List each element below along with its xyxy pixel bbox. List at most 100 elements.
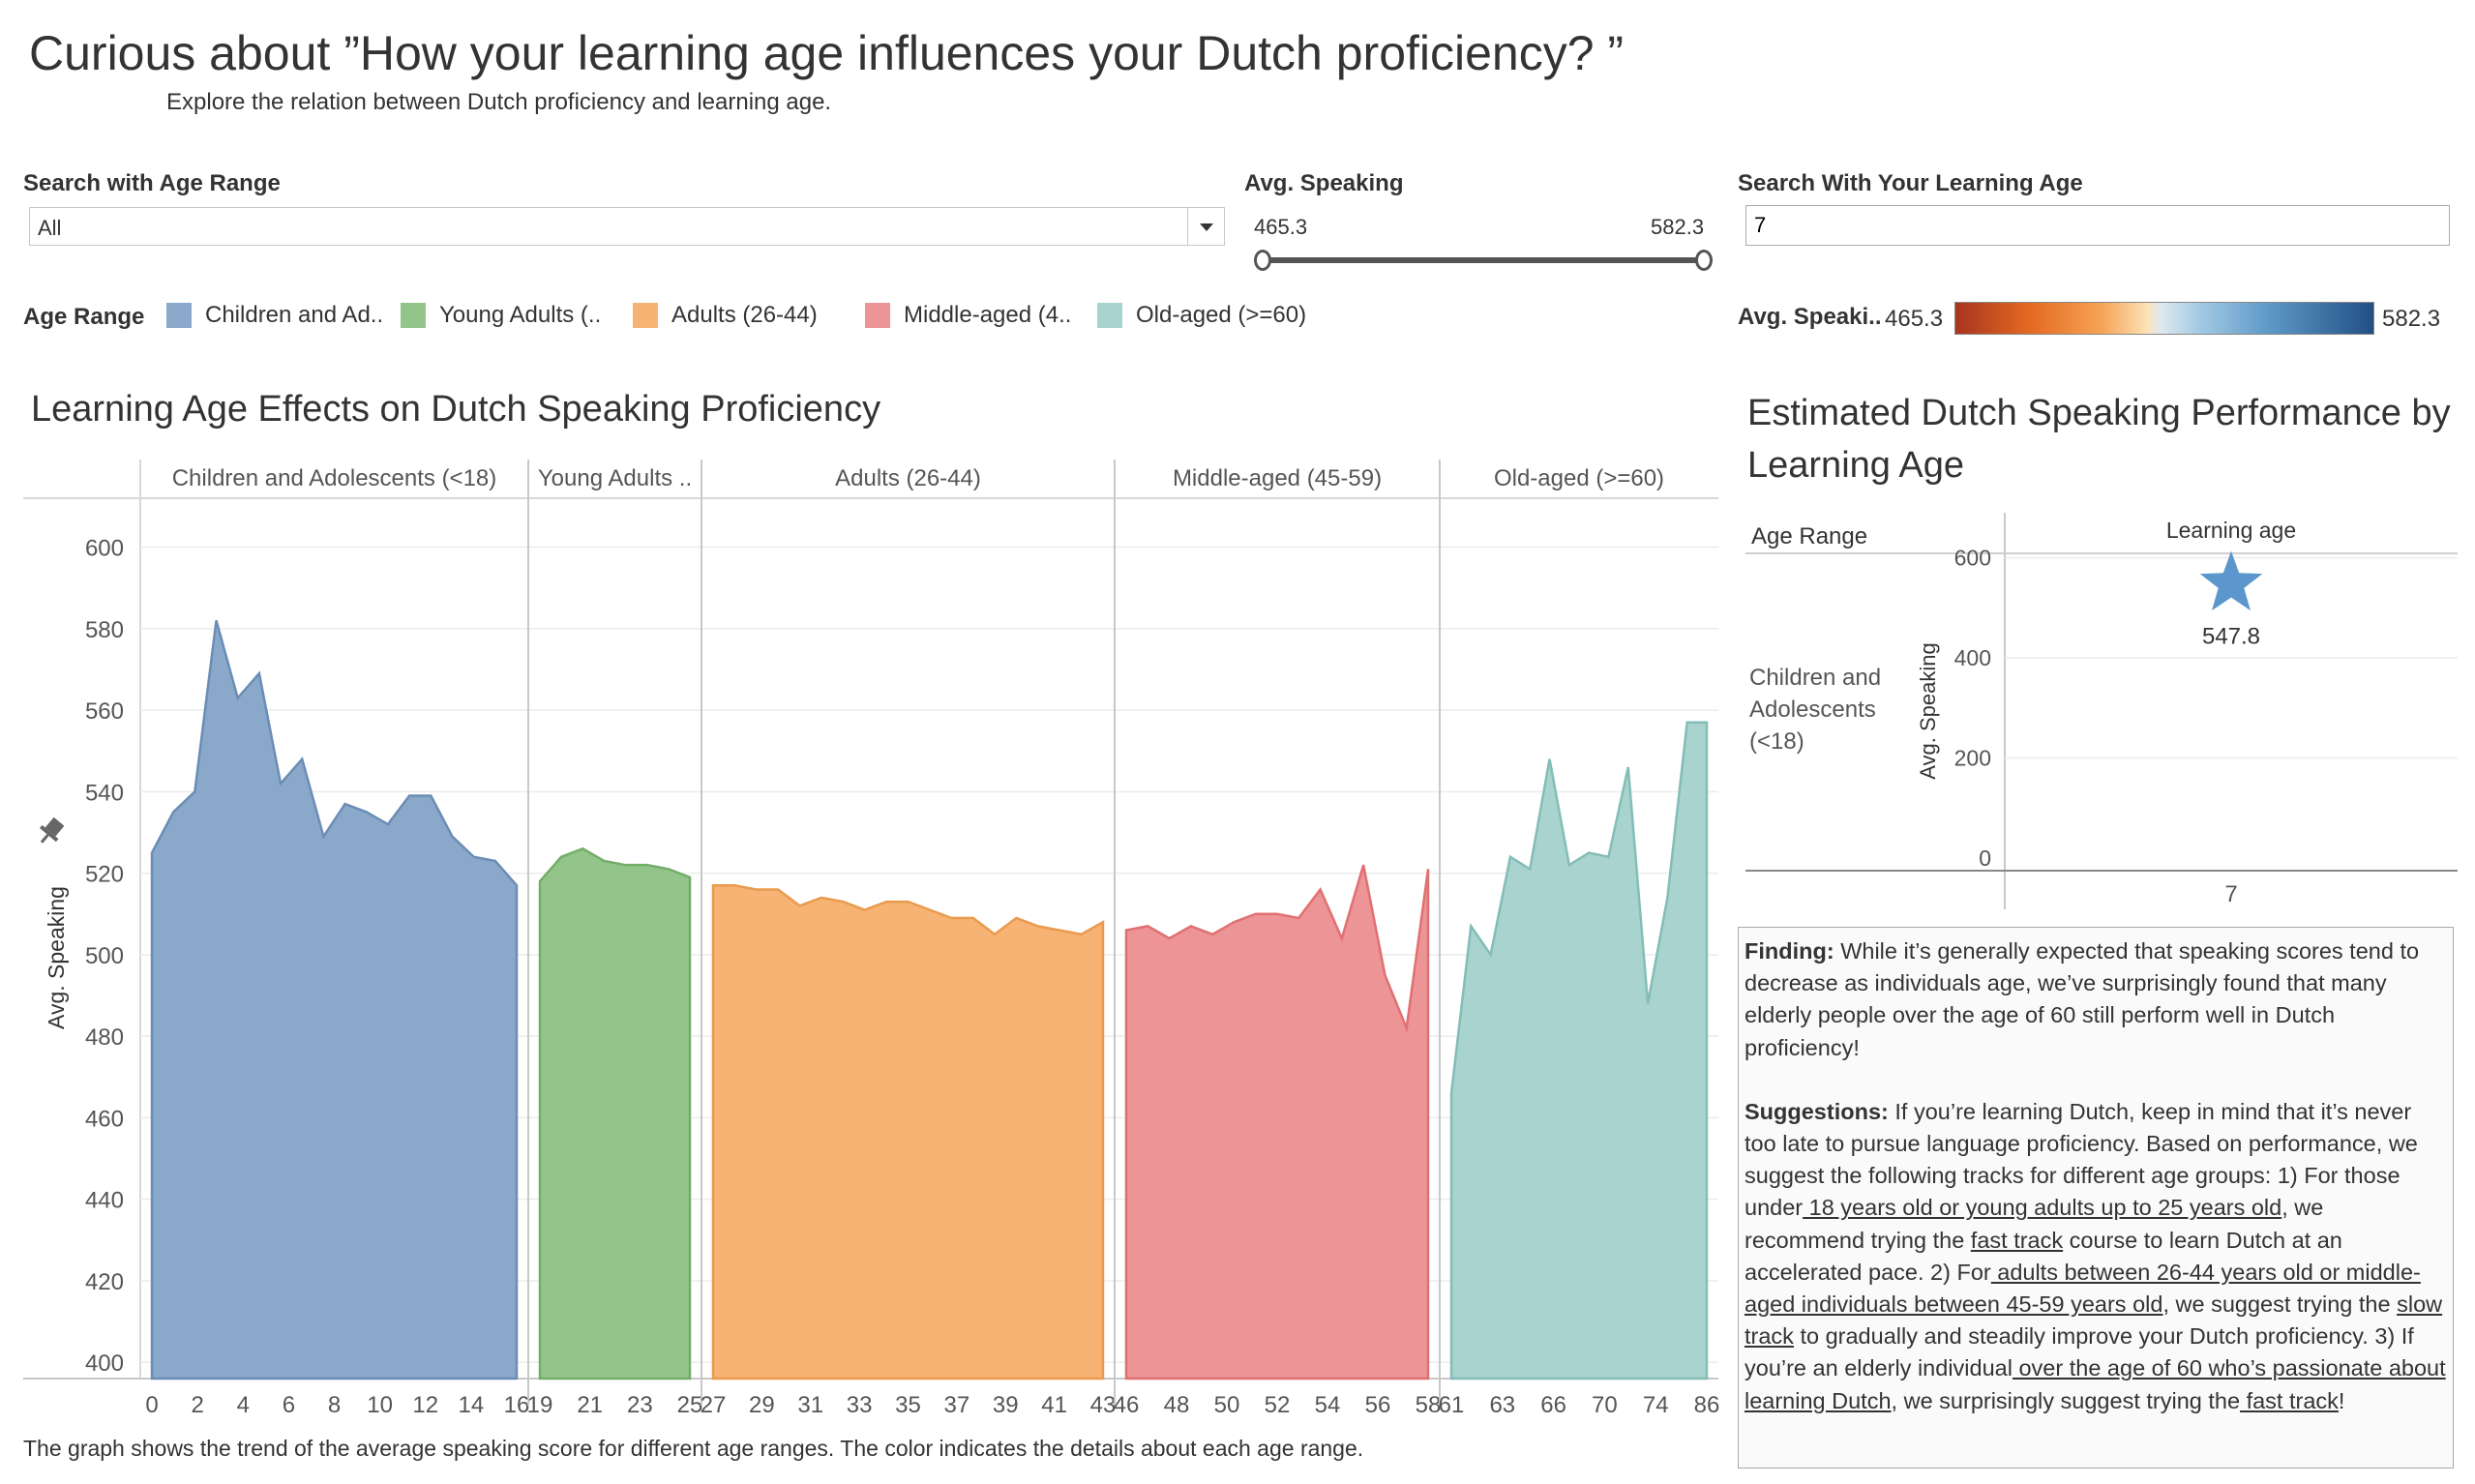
panel-header[interactable]: Children and Adolescents (<18): [172, 465, 497, 491]
x-tick-label: 50: [1214, 1392, 1240, 1418]
y-tick-label: 400: [85, 1350, 124, 1377]
legend-item-middle-aged[interactable]: Middle-aged (4..: [865, 302, 1071, 329]
estimated-performance-chart: Age Range Learning age 0 200 400 600 Avg. Spea…: [1745, 513, 2458, 909]
area-series-2[interactable]: [711, 883, 1105, 1380]
x-tick-label: 25: [677, 1392, 703, 1418]
panel-header[interactable]: Adults (26-44): [835, 465, 981, 491]
dashboard-title: Curious about ”How your learning age inf…: [29, 26, 1625, 80]
pin-icon[interactable]: [34, 815, 68, 849]
x-tick-label: 29: [749, 1392, 775, 1418]
age-range-filter-label: Search with Age Range: [23, 170, 281, 196]
legend-item-label: Young Adults (..: [439, 302, 602, 328]
x-tick-label: 63: [1489, 1392, 1515, 1418]
slider-min-handle[interactable]: [1254, 250, 1271, 271]
y-tick-label: 400: [1954, 645, 1991, 670]
row-label: Adolescents: [1749, 697, 1876, 723]
area-series-1[interactable]: [538, 846, 692, 1380]
avg-speaking-filter-label: Avg. Speaking: [1244, 170, 1404, 196]
panel-header[interactable]: Middle-aged (45-59): [1173, 465, 1382, 491]
fast-track-link-2[interactable]: fast track: [2240, 1387, 2339, 1413]
x-tick-label: 31: [797, 1392, 823, 1418]
elderly-link[interactable]: over the age of 60 who’s passionate abou…: [1744, 1355, 2446, 1413]
y-tick-label: 420: [85, 1269, 124, 1295]
chevron-down-icon[interactable]: [1187, 208, 1224, 245]
y-tick-label: 0: [1979, 846, 1991, 871]
x-tick-label: 8: [328, 1392, 341, 1418]
legend-title: Age Range: [23, 304, 145, 330]
x-tick-label: 58: [1416, 1392, 1442, 1418]
x-tick-label: 19: [527, 1392, 553, 1418]
panel-header[interactable]: Old-aged (>=60): [1494, 465, 1664, 491]
fast-track-link[interactable]: fast track: [1970, 1227, 2064, 1253]
color-scale-min: 465.3: [1885, 306, 1944, 332]
x-tick-label: 52: [1265, 1392, 1291, 1418]
legend-item-label: Middle-aged (4..: [904, 302, 1072, 328]
x-tick-label: 14: [459, 1392, 485, 1418]
y-tick-label: 540: [85, 780, 124, 806]
finding-text-box: Finding: While it’s generally expected t…: [1738, 927, 2454, 1469]
legend-item-adults[interactable]: Adults (26-44): [633, 302, 818, 329]
x-tick-label: 43: [1090, 1392, 1117, 1418]
x-tick-label: 10: [367, 1392, 393, 1418]
learning-age-filter-label: Search With Your Learning Age: [1738, 170, 2083, 196]
y-tick-label: 560: [85, 698, 124, 725]
slider-max-value: 582.3: [1651, 215, 1705, 239]
x-tick-label: 54: [1315, 1392, 1341, 1418]
age-range-dropdown[interactable]: All: [29, 207, 1225, 246]
x-tick-label: 2: [191, 1392, 203, 1418]
y-tick-label: 460: [85, 1106, 124, 1132]
x-tick-label: 21: [577, 1392, 603, 1418]
x-tick-label: 33: [847, 1392, 873, 1418]
y-tick-label: 600: [85, 536, 124, 562]
x-tick-label: 56: [1365, 1392, 1391, 1418]
x-tick-label: 12: [412, 1392, 438, 1418]
slider-max-handle[interactable]: [1695, 250, 1713, 271]
learning-age-input[interactable]: [1745, 205, 2450, 246]
y-tick-label: 580: [85, 617, 124, 643]
x-tick-label: 70: [1592, 1392, 1618, 1418]
x-tick-label: 74: [1643, 1392, 1669, 1418]
young-learners-link[interactable]: 18 years old or young adults up to 25 ye…: [1803, 1195, 2282, 1221]
area-series-4[interactable]: [1449, 721, 1709, 1380]
area-series-0[interactable]: [150, 620, 519, 1380]
x-tick-label: 48: [1164, 1392, 1190, 1418]
y-tick-label: 520: [85, 862, 124, 888]
slow-track-link[interactable]: slow track: [1744, 1291, 2443, 1350]
legend-item-young-adults[interactable]: Young Adults (..: [401, 302, 601, 329]
color-scale-max: 582.3: [2382, 306, 2441, 332]
y-tick-label: 200: [1954, 746, 1991, 771]
legend-swatch: [1097, 303, 1122, 328]
legend-swatch: [166, 303, 192, 328]
chart-caption: The graph shows the trend of the average…: [23, 1436, 1364, 1461]
legend-item-label: Children and Ad..: [205, 302, 384, 328]
x-tick-label: 16: [504, 1392, 530, 1418]
side-chart-title: Estimated Dutch Speaking Performance by …: [1747, 393, 2451, 486]
data-label: 547.8: [2202, 624, 2260, 650]
x-tick-label: 7: [2224, 881, 2237, 907]
x-tick-label: 27: [701, 1392, 727, 1418]
adults-link[interactable]: adults between 26-44 years old or middle…: [1744, 1259, 2421, 1318]
column-header: Learning age: [2166, 518, 2296, 543]
y-tick-label: 600: [1954, 546, 1991, 571]
legend-item-children[interactable]: Children and Ad..: [166, 302, 383, 329]
x-tick-label: 86: [1694, 1392, 1720, 1418]
legend-swatch: [865, 303, 890, 328]
panel-header[interactable]: Young Adults ..: [538, 465, 692, 491]
y-axis-title: Avg. Speaking: [1916, 642, 1940, 779]
star-marker[interactable]: [2199, 550, 2263, 611]
row-label: (<18): [1749, 728, 1804, 755]
slider-min-value: 465.3: [1254, 215, 1308, 239]
legend-item-old-aged[interactable]: Old-aged (>=60): [1097, 302, 1306, 329]
x-tick-label: 6: [283, 1392, 295, 1418]
y-tick-label: 480: [85, 1024, 124, 1051]
y-tick-label: 440: [85, 1188, 124, 1214]
legend-item-label: Adults (26-44): [671, 302, 818, 328]
x-tick-label: 61: [1439, 1392, 1465, 1418]
x-tick-label: 37: [944, 1392, 970, 1418]
suggestions-paragraph: Suggestions: If you’re learning Dutch, k…: [1744, 1098, 2446, 1413]
x-tick-label: 0: [145, 1392, 158, 1418]
y-tick-label: 500: [85, 943, 124, 969]
area-series-3[interactable]: [1124, 864, 1430, 1380]
avg-speaking-slider-track[interactable]: [1266, 257, 1707, 263]
